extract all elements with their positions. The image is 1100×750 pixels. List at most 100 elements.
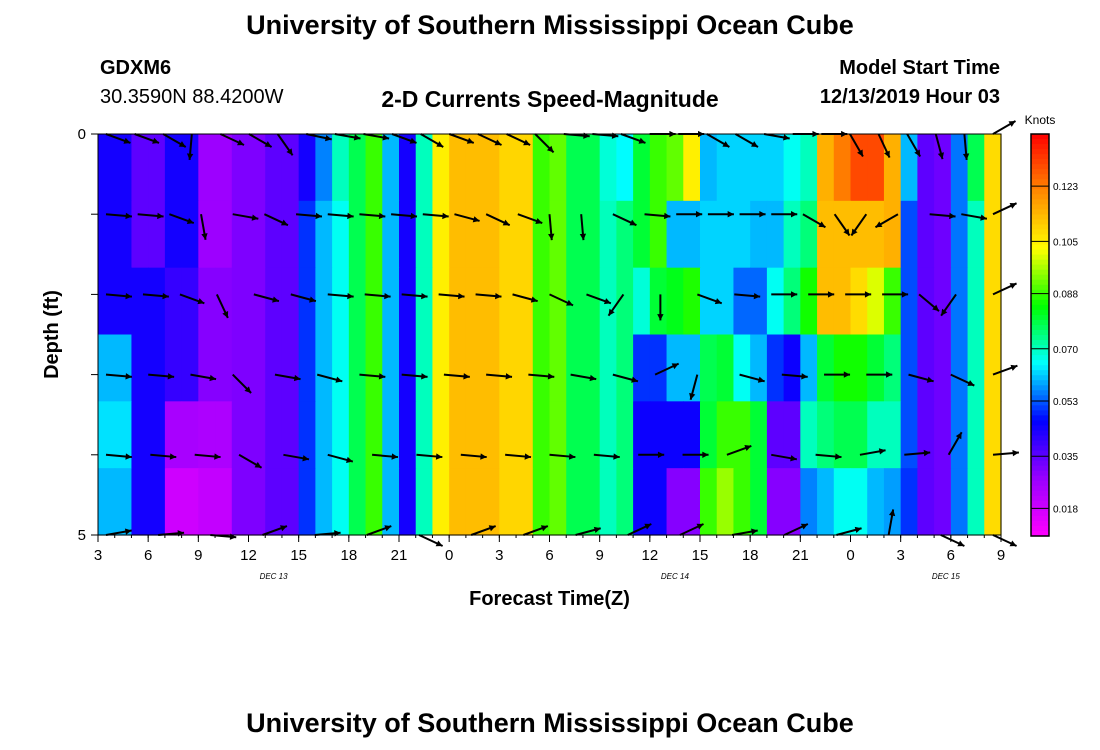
heatmap-cell [700, 200, 718, 269]
heatmap-cell [399, 200, 417, 269]
heatmap-cell [934, 334, 952, 402]
heatmap-cell [181, 401, 199, 469]
current-arrow [654, 362, 680, 376]
current-arrow [771, 291, 798, 298]
colorbar-tick-label: 0.070 [1053, 345, 1078, 356]
heatmap-cell [315, 267, 333, 336]
current-arrow [859, 448, 886, 456]
heatmap-cell [900, 468, 918, 536]
heatmap-cell [114, 267, 133, 336]
heatmap-cell [432, 134, 450, 202]
heatmap-cell [114, 134, 133, 202]
heatmap-cell [666, 334, 684, 402]
heatmap-cell [934, 401, 952, 469]
heatmap-cell [800, 334, 818, 402]
heatmap-cell [934, 134, 952, 202]
heatmap-cell [348, 334, 367, 402]
heatmap-cell [231, 401, 250, 469]
heatmap-cell [98, 267, 116, 336]
heatmap-cell [817, 401, 835, 469]
heatmap-cell [499, 468, 517, 536]
heatmap-cell [281, 401, 300, 469]
heatmap-cell [683, 401, 701, 469]
x-axis: 3 6 9 12 15 18 21 0 3 6 9 12 15 18 21 0 3 6 9 DEC 13 DEC 14 D… [94, 535, 1005, 581]
heatmap-cell [950, 468, 969, 536]
heatmap-cell [332, 200, 350, 269]
current-arrow [549, 453, 576, 460]
heatmap-cell [700, 334, 718, 402]
heatmap-cell [482, 401, 500, 469]
heatmap-cell [482, 267, 500, 336]
current-arrow [877, 133, 891, 158]
current-arrow [992, 120, 1017, 135]
heatmap-cell [449, 200, 467, 269]
heatmap-cell [616, 267, 634, 336]
heatmap-cell [984, 267, 1002, 336]
heatmap-cell [750, 267, 768, 336]
current-arrow [824, 371, 851, 378]
current-arrow [689, 374, 699, 400]
x-axis-title: Forecast Time(Z) [469, 588, 630, 610]
heatmap-cell [833, 267, 852, 336]
current-arrow [401, 373, 428, 380]
current-arrow [771, 453, 798, 462]
heatmap-cell [883, 134, 902, 202]
heatmap-cell [332, 134, 350, 202]
heatmap-cell [817, 200, 835, 269]
heatmap-cell [967, 468, 985, 536]
heatmap-cell [950, 200, 969, 269]
colorbar: 0.123 0.105 0.088 0.070 0.053 0.035 0.018 [1030, 133, 1078, 537]
current-arrow [443, 373, 470, 380]
heatmap-cell [917, 200, 935, 269]
heatmap-cell [817, 134, 835, 202]
heatmap-cell [148, 134, 166, 202]
heatmap-cell [532, 401, 551, 469]
x-tick-label: 6 [947, 547, 955, 564]
current-arrow [682, 451, 709, 458]
current-arrow [962, 133, 970, 160]
current-arrow [295, 212, 323, 220]
heatmap-cell [984, 334, 1002, 402]
heatmap-cell [281, 334, 300, 402]
current-arrow [334, 133, 361, 141]
current-arrow [517, 213, 543, 225]
heatmap-cell [800, 468, 818, 536]
heatmap-cell [883, 267, 902, 336]
heatmap-cell [449, 401, 467, 469]
heatmap-cell [281, 134, 300, 202]
current-arrow [186, 133, 194, 160]
current-arrow [763, 133, 790, 141]
current-arrow [486, 373, 513, 380]
current-arrow [290, 293, 317, 303]
heatmap-cell [867, 267, 885, 336]
heatmap-cell [666, 267, 684, 336]
heatmap-cell [649, 200, 668, 269]
heatmap-cell [716, 468, 735, 536]
heatmap-cell [332, 468, 350, 536]
heatmap-cell [967, 401, 985, 469]
current-arrow [850, 213, 868, 237]
heatmap-cell [231, 267, 250, 336]
current-arrow [882, 291, 909, 298]
model-start-label: Model Start Time [839, 57, 1000, 79]
heatmap-cell [265, 401, 283, 469]
current-arrow [105, 133, 131, 144]
current-arrow [105, 528, 132, 536]
heatmap-cell [432, 200, 450, 269]
colorbar-tick-label: 0.105 [1053, 237, 1078, 248]
heatmap-cell [365, 134, 383, 202]
colorbar-unit: Knots [1025, 113, 1056, 127]
heatmap-cell [348, 468, 367, 536]
heatmap-cell [449, 267, 467, 336]
heatmap-cell [348, 401, 367, 469]
current-arrow [906, 133, 922, 158]
heatmap-cell [934, 267, 952, 336]
current-arrow [849, 133, 864, 158]
current-arrow [815, 453, 842, 460]
heatmap-cell [817, 334, 835, 402]
heatmap-cell [114, 334, 133, 402]
current-arrow [137, 212, 164, 220]
heatmap-cell [599, 468, 617, 536]
heatmap-cell [766, 200, 785, 269]
heatmap-cell [399, 468, 417, 536]
